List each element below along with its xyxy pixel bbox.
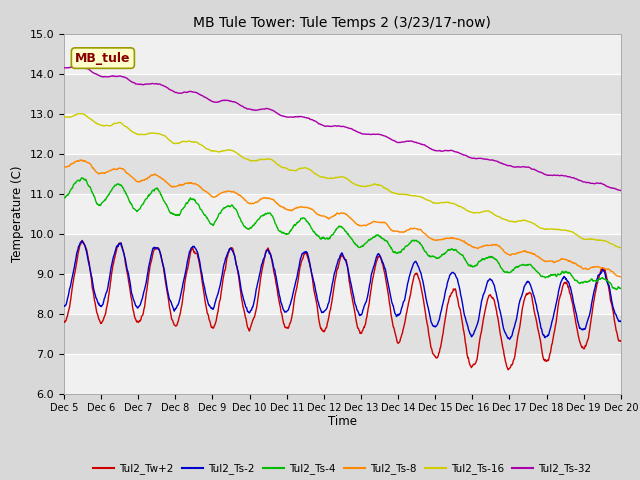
X-axis label: Time: Time: [328, 415, 357, 428]
Text: MB_tule: MB_tule: [75, 51, 131, 65]
Bar: [64, 114, 621, 154]
Bar: [64, 313, 621, 354]
Title: MB Tule Tower: Tule Temps 2 (3/23/17-now): MB Tule Tower: Tule Temps 2 (3/23/17-now…: [193, 16, 492, 30]
Y-axis label: Temperature (C): Temperature (C): [11, 165, 24, 262]
Bar: [64, 234, 621, 274]
Bar: [64, 154, 621, 193]
Bar: [64, 274, 621, 313]
Bar: [64, 354, 621, 394]
Legend: Tul2_Tw+2, Tul2_Ts-2, Tul2_Ts-4, Tul2_Ts-8, Tul2_Ts-16, Tul2_Ts-32: Tul2_Tw+2, Tul2_Ts-2, Tul2_Ts-4, Tul2_Ts…: [89, 459, 596, 479]
Bar: [64, 34, 621, 73]
Bar: [64, 193, 621, 234]
Bar: [64, 73, 621, 114]
